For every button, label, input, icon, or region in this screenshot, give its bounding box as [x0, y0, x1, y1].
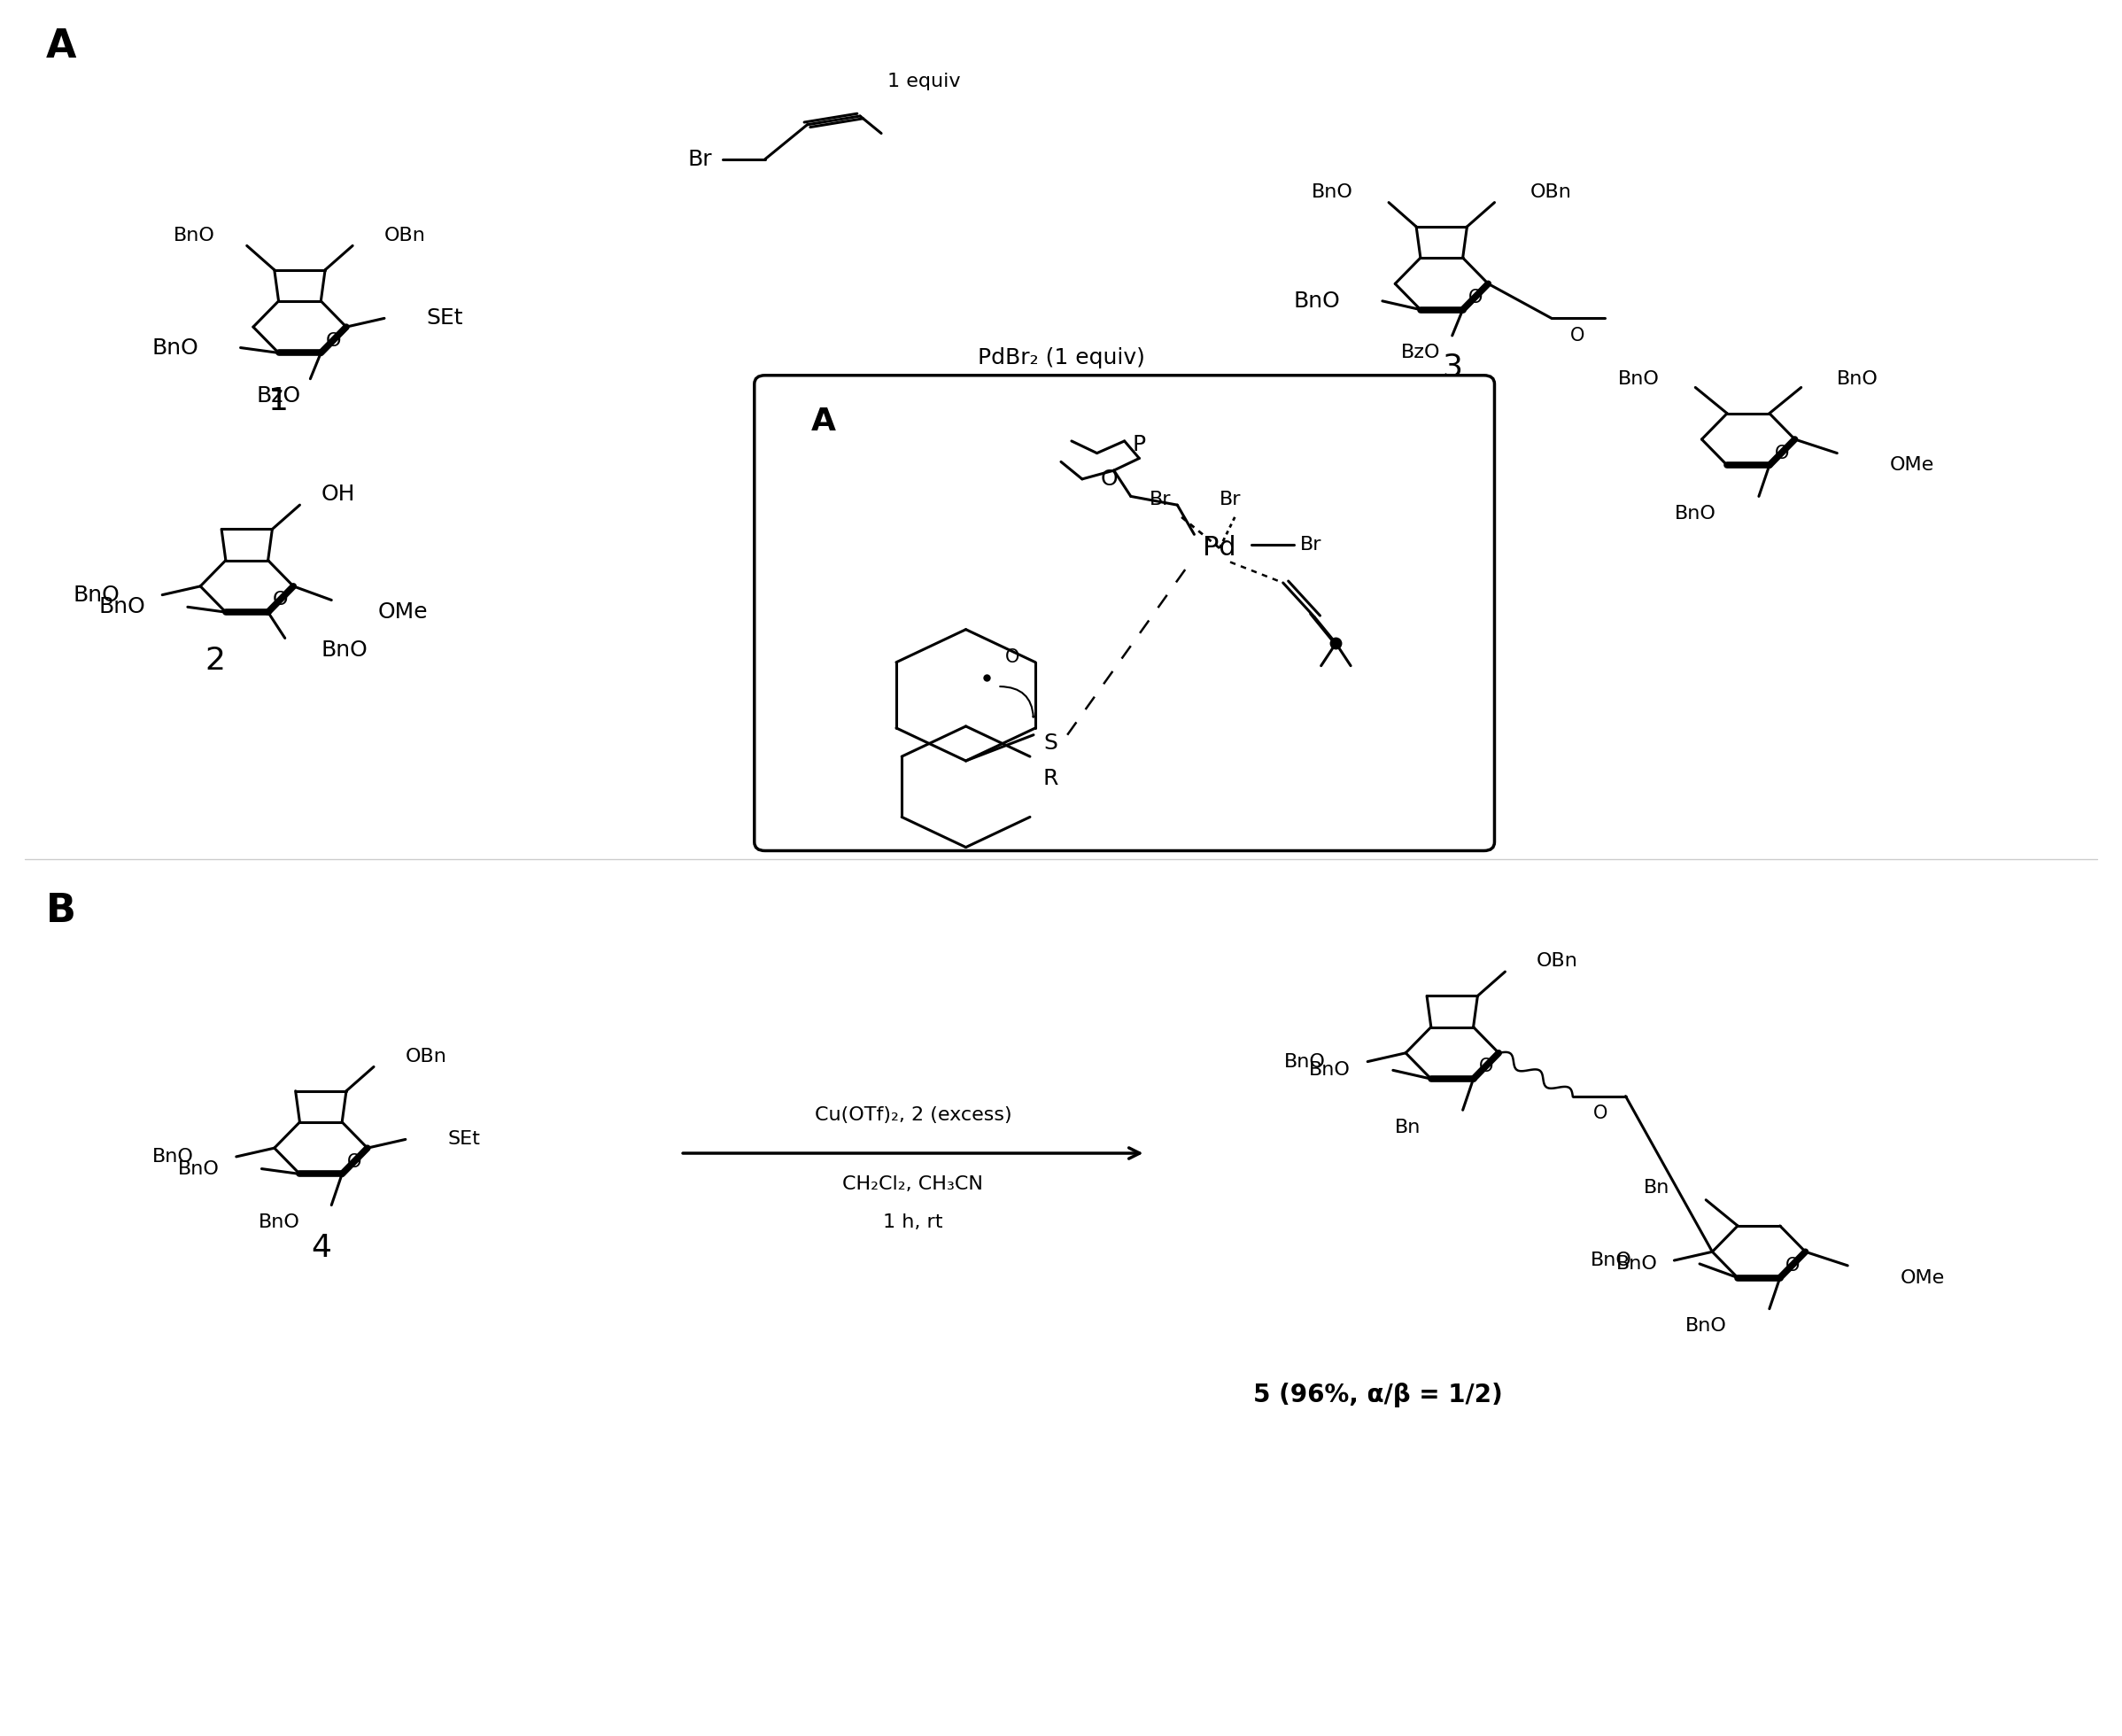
Text: OMe: OMe [1901, 1269, 1946, 1286]
Text: BnO: BnO [320, 639, 367, 661]
Text: O: O [1594, 1104, 1608, 1121]
Text: R: R [1042, 767, 1059, 788]
Text: Pd: Pd [1203, 535, 1237, 561]
Text: B: B [47, 892, 76, 930]
Text: Bn: Bn [1394, 1118, 1420, 1135]
Text: 1 h, rt: 1 h, rt [883, 1213, 942, 1231]
Text: BnO: BnO [1838, 370, 1878, 387]
Text: 2: 2 [206, 646, 225, 675]
Text: O: O [327, 332, 342, 349]
Text: BnO: BnO [1294, 290, 1341, 312]
Text: BnO: BnO [259, 1213, 299, 1231]
Text: CH₂Cl₂, CH₃CN: CH₂Cl₂, CH₃CN [842, 1175, 982, 1193]
Text: BzO: BzO [257, 385, 301, 406]
Text: OBn: OBn [405, 1047, 448, 1066]
Text: BzO: BzO [1401, 344, 1441, 361]
Text: BnO: BnO [178, 1160, 219, 1177]
Text: 3: 3 [1443, 352, 1462, 382]
Text: BnO: BnO [1284, 1052, 1326, 1071]
Text: OBn: OBn [1536, 953, 1579, 970]
Text: Br: Br [1150, 491, 1171, 509]
Text: BnO: BnO [1617, 370, 1659, 387]
Text: O: O [1570, 326, 1585, 344]
Text: Bn: Bn [1645, 1179, 1670, 1196]
Text: S: S [1044, 733, 1057, 753]
Text: BnO: BnO [1309, 1061, 1352, 1080]
Text: BnO: BnO [1685, 1318, 1727, 1335]
Text: A: A [811, 406, 836, 437]
Text: OMe: OMe [1891, 457, 1935, 474]
FancyBboxPatch shape [755, 375, 1494, 851]
Text: O: O [1785, 1257, 1799, 1274]
Text: PdBr₂ (1 equiv): PdBr₂ (1 equiv) [978, 347, 1144, 368]
Text: BnO: BnO [151, 337, 197, 358]
Text: O: O [1479, 1057, 1494, 1076]
Text: BnO: BnO [1674, 505, 1717, 523]
Text: 24 h, rt, 96%: 24 h, rt, 96% [989, 451, 1133, 472]
Text: Br: Br [1220, 491, 1241, 509]
Text: Cu(OTf)₂, 2 (excess): Cu(OTf)₂, 2 (excess) [815, 1106, 1012, 1123]
Text: Br: Br [1301, 536, 1322, 554]
Text: O: O [1101, 469, 1118, 490]
Text: BnO: BnO [174, 226, 214, 245]
Text: MS 3Å, CH₂Cl₂: MS 3Å, CH₂Cl₂ [982, 411, 1140, 436]
Text: OH: OH [320, 484, 354, 505]
Text: Br: Br [688, 149, 713, 170]
Text: SEt: SEt [427, 307, 463, 328]
Text: BnO: BnO [1311, 184, 1354, 201]
Text: 1 equiv: 1 equiv [887, 73, 959, 90]
Text: BnO: BnO [1615, 1255, 1657, 1272]
Text: P: P [1133, 434, 1146, 455]
Text: OMe: OMe [378, 602, 429, 623]
Text: O: O [348, 1153, 363, 1170]
Text: 1: 1 [267, 385, 289, 417]
Text: 4: 4 [310, 1233, 331, 1264]
Text: OBn: OBn [384, 226, 427, 245]
Text: O: O [1006, 648, 1019, 667]
Text: 5 (96%, α/β = 1/2): 5 (96%, α/β = 1/2) [1254, 1384, 1502, 1408]
Text: BnO: BnO [1589, 1252, 1632, 1269]
Text: O: O [274, 592, 289, 609]
Text: OBn: OBn [1530, 184, 1572, 201]
Text: BnO: BnO [98, 597, 146, 618]
Text: O: O [1774, 444, 1789, 462]
Text: A: A [47, 28, 76, 66]
FancyArrowPatch shape [999, 686, 1033, 717]
Text: SEt: SEt [448, 1130, 480, 1147]
Text: BnO: BnO [153, 1147, 193, 1165]
Text: O: O [1468, 288, 1483, 307]
Text: BnO: BnO [74, 585, 121, 606]
